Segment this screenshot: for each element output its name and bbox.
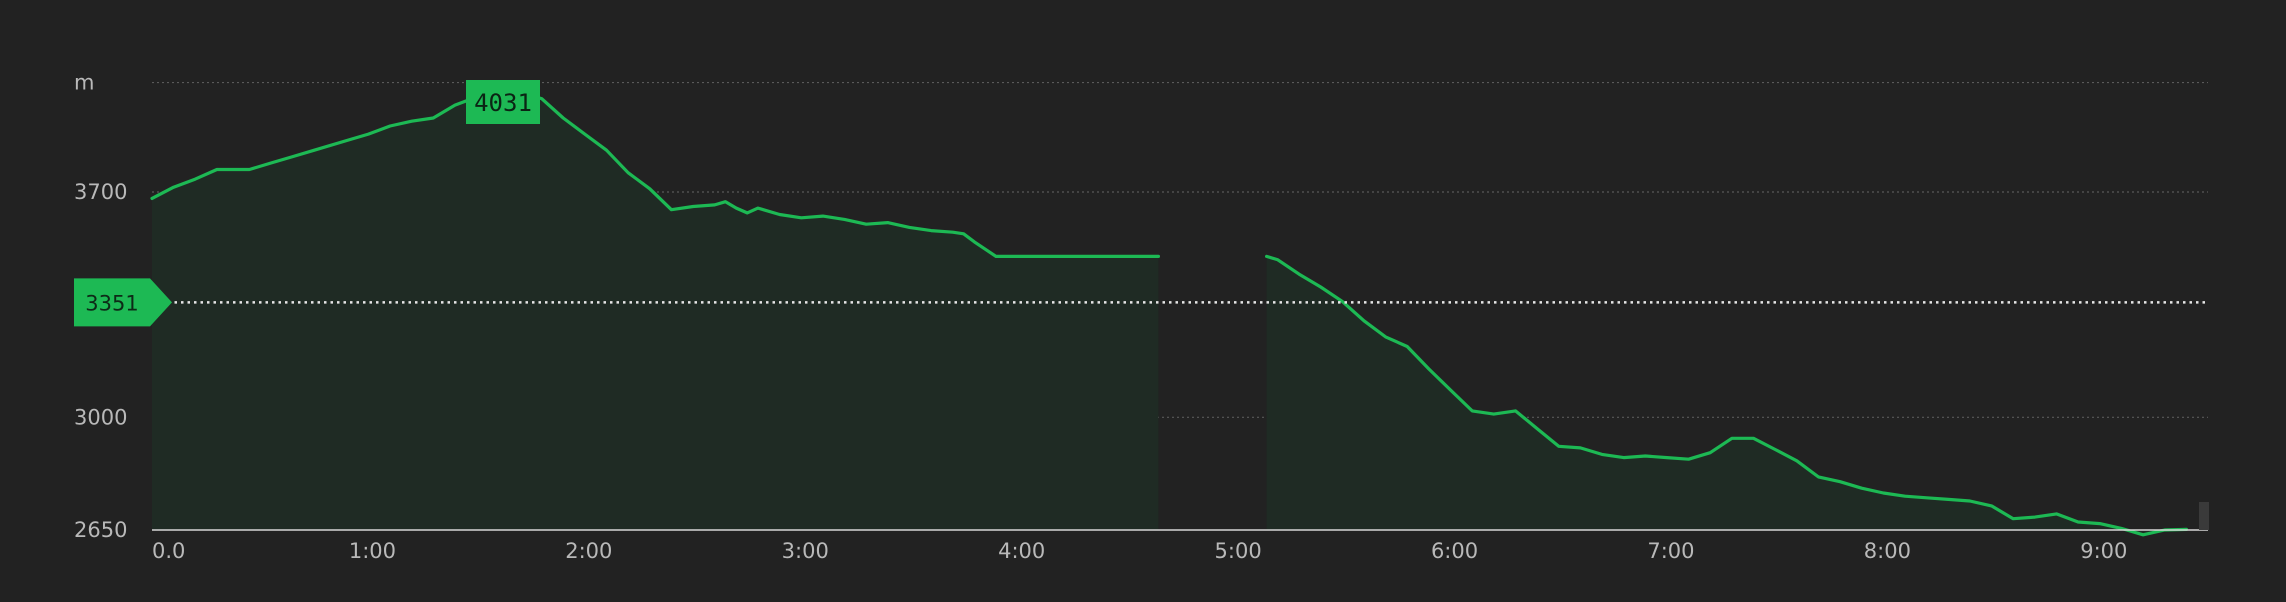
x-tick-label-8:00: 8:00 — [1864, 539, 1911, 563]
x-tick-label-2:00: 2:00 — [565, 539, 612, 563]
elevation-area — [152, 85, 2187, 535]
elevation-line-segment-1 — [150, 83, 1160, 258]
y-tick-label-2650: 2650 — [74, 518, 127, 542]
elevation-area-segment-2 — [1266, 256, 2187, 535]
x-tick-label-9:00: 9:00 — [2080, 539, 2127, 563]
x-tick-label-0.0: 0.0 — [152, 539, 185, 563]
y-tick-label-3000: 3000 — [74, 405, 127, 429]
y-axis-ticks: 3700 3000 2650 — [74, 180, 127, 542]
x-tick-label-1:00: 1:00 — [349, 539, 396, 563]
x-axis-ticks: 0.0 1:00 2:00 3:00 4:00 5:00 6:00 7:00 8:00 9:00 — [152, 539, 2127, 563]
max-elevation-marker: 4031 — [466, 80, 540, 124]
average-reference: 3351 — [74, 278, 2208, 327]
elevation-line — [150, 83, 2188, 537]
max-elevation-badge — [466, 80, 540, 124]
max-elevation-label: 4031 — [474, 89, 532, 117]
x-tick-label-5:00: 5:00 — [1215, 539, 1262, 563]
x-tick-label-4:00: 4:00 — [998, 539, 1045, 563]
average-reference-flag — [74, 278, 172, 327]
axes: m — [74, 71, 2208, 531]
x-tick-label-7:00: 7:00 — [1647, 539, 1694, 563]
elevation-line-segment-2 — [1265, 254, 2188, 537]
y-axis-unit-label: m — [74, 71, 94, 95]
y-tick-label-3700: 3700 — [74, 180, 127, 204]
end-marker — [2199, 502, 2209, 530]
average-reference-label: 3351 — [85, 291, 138, 315]
x-tick-label-3:00: 3:00 — [782, 539, 829, 563]
elevation-area-segment-1 — [152, 85, 1159, 531]
x-tick-label-6:00: 6:00 — [1431, 539, 1478, 563]
